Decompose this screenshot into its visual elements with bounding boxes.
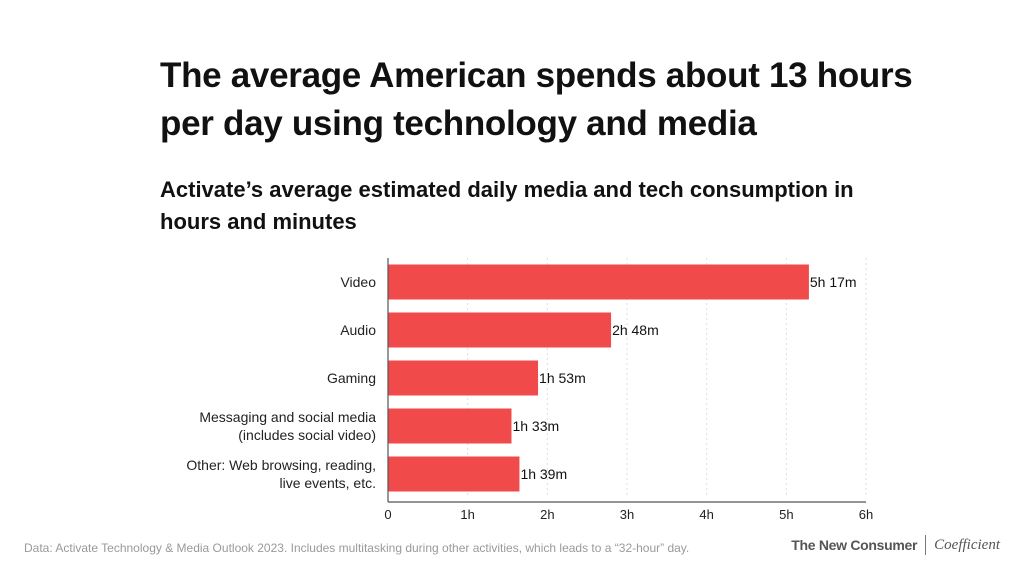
brand-the-new-consumer: The New Consumer (791, 537, 918, 553)
data-label-4: 1h 39m (520, 466, 567, 482)
category-label-0: Video (340, 274, 376, 290)
bar-1 (388, 312, 612, 348)
category-label-line: Gaming (327, 370, 376, 386)
category-label-line: Messaging and social media (199, 409, 376, 425)
brand-coefficient: Coefficient (934, 536, 1000, 553)
x-tick-label: 5h (779, 507, 793, 522)
category-label-line: live events, etc. (280, 475, 377, 491)
brand-divider (925, 535, 927, 555)
chart-subtitle: Activate’s average estimated daily media… (160, 177, 854, 234)
bar-3 (388, 408, 512, 444)
category-label-3: Messaging and social media (includes soci… (199, 409, 376, 443)
x-tick-label: 0 (384, 507, 391, 522)
x-tick-label: 3h (620, 507, 634, 522)
footer-source-note: Data: Activate Technology & Media Outloo… (24, 541, 690, 555)
bar-chart: 5h 17m Video 2h 48m Audio 1h 53m Gaming 1h 33m… (186, 258, 873, 522)
category-label-line: Audio (340, 322, 376, 338)
category-label-line: Other: Web browsing, reading, (186, 457, 376, 473)
category-label-line: (includes social video) (238, 427, 376, 443)
category-label-1: Audio (340, 322, 376, 338)
bar-0 (388, 264, 809, 300)
data-label-3: 1h 33m (512, 418, 559, 434)
category-label-2: Gaming (327, 370, 376, 386)
bar-4 (388, 456, 520, 492)
x-tick-label: 4h (699, 507, 713, 522)
x-tick-label: 6h (859, 507, 873, 522)
category-label-line: Video (340, 274, 376, 290)
bar-2 (388, 360, 539, 396)
data-label-2: 1h 53m (539, 370, 586, 386)
data-label-0: 5h 17m (810, 274, 857, 290)
chart-title: The average American spends about 13 hou… (160, 56, 913, 143)
x-tick-label: 2h (540, 507, 554, 522)
x-tick-label: 1h (460, 507, 474, 522)
data-label-1: 2h 48m (612, 322, 659, 338)
brand-logos: The New Consumer Coefficient (791, 535, 1000, 555)
category-label-4: Other: Web browsing, reading, live events… (186, 457, 376, 491)
